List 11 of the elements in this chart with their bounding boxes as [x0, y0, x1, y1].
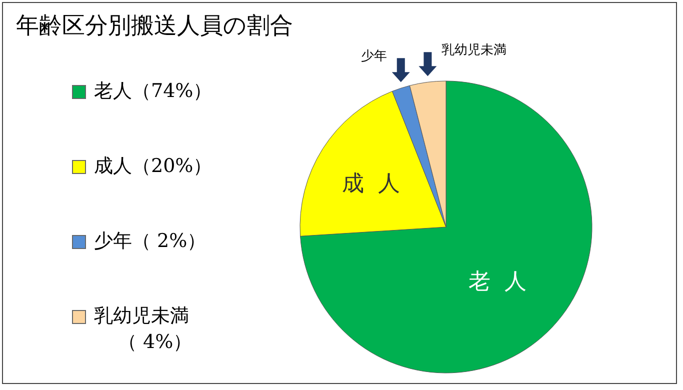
pie-slice: [300, 80, 592, 374]
data-label: （ 4%）: [117, 331, 192, 353]
slice-label: 老人: [468, 269, 541, 294]
chart-title: 年齢区分別搬送人員の割合: [16, 12, 293, 41]
slice-label: 成人: [342, 171, 414, 196]
slice-label: 少年: [360, 49, 387, 64]
category-label: 少年（ 2%）: [94, 230, 206, 252]
slice-label: 乳幼児未満: [442, 43, 507, 58]
legend-label: 乳幼児未満: [94, 305, 189, 327]
category-label: 成人（20%）: [94, 155, 212, 177]
category-label: 老人（74%）: [94, 80, 212, 102]
